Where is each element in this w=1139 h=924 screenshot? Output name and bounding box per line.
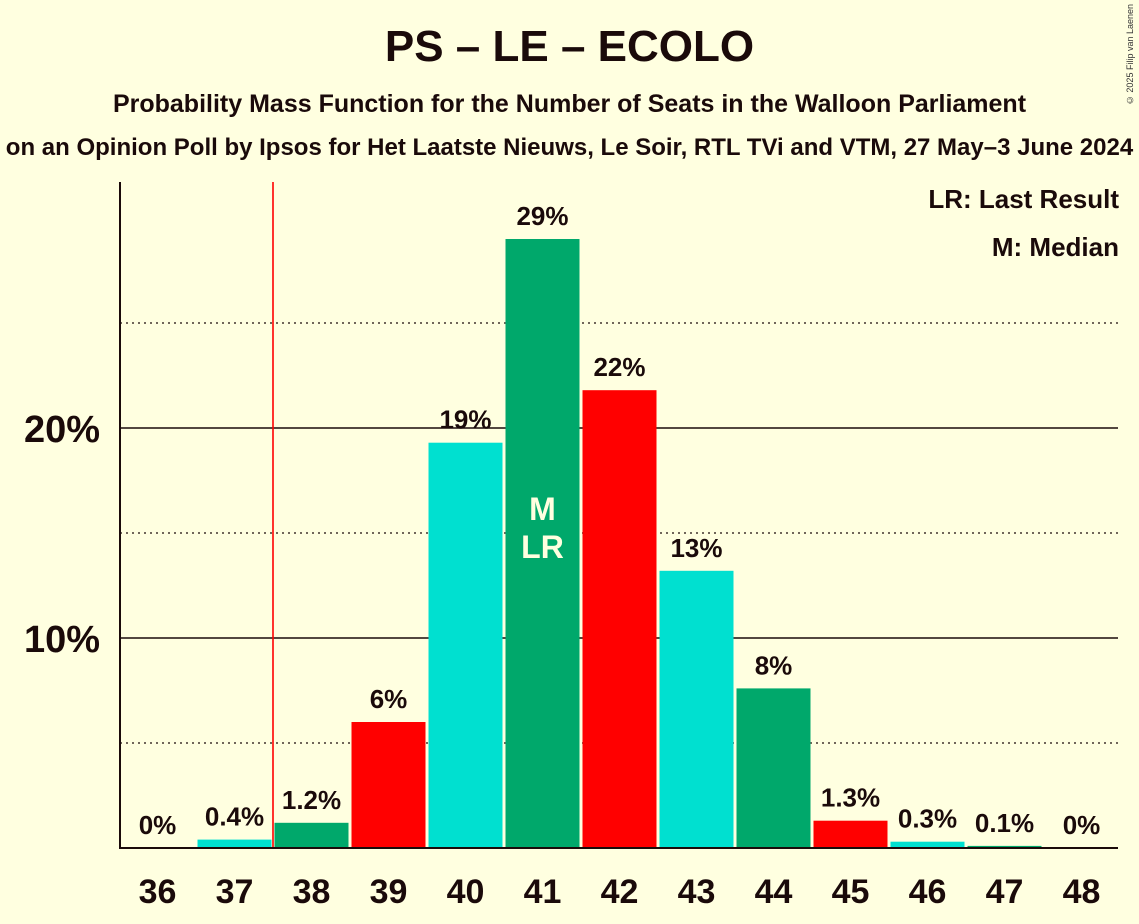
chart-subtitle: Probability Mass Function for the Number… [112,90,1027,118]
x-tick-label-40: 40 [447,873,485,911]
bar-46 [890,841,965,848]
bar-label-38: 1.2% [282,785,341,815]
bar-label-47: 0.1% [975,808,1034,838]
bar-38 [274,822,349,848]
bar-45 [813,820,888,848]
bar-43 [659,570,734,848]
x-tick-label-36: 36 [139,873,177,911]
bar-42 [582,390,657,848]
bar-label-42: 22% [593,352,645,382]
x-tick-label-37: 37 [216,873,254,911]
x-tick-label-44: 44 [755,873,793,911]
x-tick-label-42: 42 [601,873,639,911]
bar-label-41: 29% [516,201,568,231]
bar-label-43: 13% [670,533,722,563]
y-tick-label: 20% [24,409,100,451]
x-tick-label-39: 39 [370,873,408,911]
bar-label-36: 0% [139,810,177,840]
chart-title: PS – LE – ECOLO [384,22,755,71]
bar-label-45: 1.3% [821,783,880,813]
bar-40 [428,442,503,848]
bar-39 [351,722,426,848]
x-tick-label-45: 45 [832,873,870,911]
bar-label-39: 6% [370,684,408,714]
bar-label-46: 0.3% [898,804,957,834]
bar-label-44: 8% [755,650,793,680]
legend-last-result: LR: Last Result [928,184,1119,214]
x-tick-label-41: 41 [524,873,562,911]
bar-label-48: 0% [1063,810,1101,840]
x-tick-label-46: 46 [909,873,947,911]
bar-47 [967,845,1042,848]
x-tick-label-47: 47 [986,873,1024,911]
chart-subtitle-source: on an Opinion Poll by Ipsos for Het Laat… [5,134,1134,161]
legend-median: M: Median [991,232,1119,262]
x-tick-label-43: 43 [678,873,716,911]
bar-44 [736,688,811,848]
bar-37 [197,839,272,848]
x-tick-label-48: 48 [1063,873,1101,911]
bar-41 [505,239,580,848]
median-marker: M [529,491,556,527]
bar-label-37: 0.4% [205,802,264,832]
x-tick-label-38: 38 [293,873,331,911]
y-tick-label: 10% [24,619,100,661]
last-result-marker: LR [521,529,564,565]
bar-label-40: 19% [439,405,491,435]
